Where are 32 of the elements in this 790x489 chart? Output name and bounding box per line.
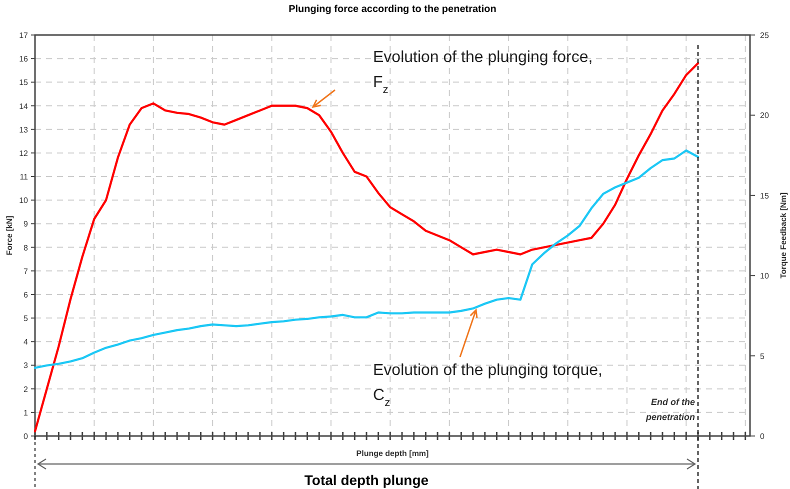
y-axis-title: Force [kN] — [5, 215, 14, 256]
annotation: Evolution of the plunging force, F$_{z}$ — [373, 49, 593, 96]
y-tick-label: 12 — [19, 148, 29, 158]
text: Total depth plunge — [304, 472, 429, 488]
y2-tick-label: 5 — [760, 352, 765, 361]
y-tick-label: 2 — [24, 384, 29, 394]
y2-tick-label: 25 — [760, 31, 770, 40]
y2-tick-label: 0 — [760, 432, 765, 441]
y-tick-label: 9 — [24, 220, 29, 229]
y-tick-label: 5 — [24, 314, 29, 324]
y-tick-label: 10 — [19, 196, 29, 206]
y2-tick-label: 15 — [760, 191, 770, 200]
y-tick-label: 7 — [24, 266, 29, 276]
annotation: End of the penetration — [644, 397, 696, 422]
chart-title: Plunging force according to the penetration — [288, 4, 496, 15]
y-tick-label: 1 — [24, 408, 29, 418]
y-tick-label: 6 — [24, 290, 29, 300]
y-tick-label: 0 — [24, 432, 29, 441]
y-tick-label: 15 — [19, 78, 29, 88]
y-tick-label: 8 — [24, 243, 29, 252]
annotation: Evolution of the plunging torque, C$_{z}$ — [373, 362, 602, 409]
y-tick-label: 17 — [19, 31, 29, 40]
y-tick-label: 3 — [24, 361, 29, 370]
y-tick-label: 13 — [19, 125, 29, 134]
y-tick-label: 11 — [20, 172, 29, 182]
y2-axis-title: Torque Feedback [Nm] — [779, 192, 788, 279]
y-tick-label: 16 — [19, 54, 29, 64]
y-tick-label: 4 — [24, 338, 29, 347]
y-tick-label: 14 — [19, 102, 29, 111]
x-axis-title: Plunge depth [mm] — [356, 449, 430, 458]
y2-tick-label: 20 — [760, 111, 770, 120]
y2-tick-label: 10 — [760, 272, 770, 281]
